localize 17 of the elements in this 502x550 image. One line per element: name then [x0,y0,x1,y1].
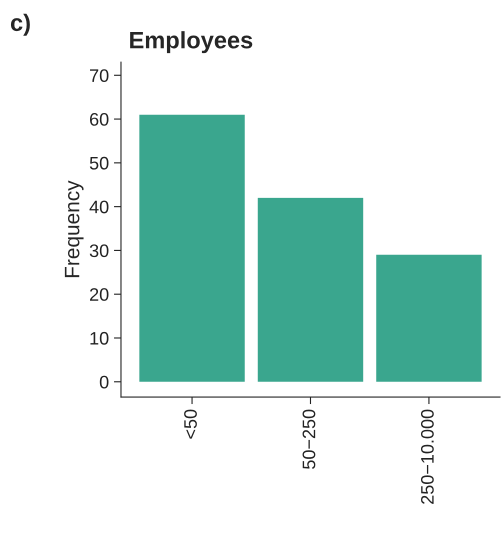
y-tick-label: 0 [100,376,108,388]
x-tick-label: <50 [184,410,197,439]
y-axis-title: Frequency [64,180,84,278]
y-tick-label: 70 [90,69,108,82]
bar [376,254,482,382]
y-tick-label: 50 [90,156,108,170]
bar [139,114,245,382]
x-tick-label: 50−250 [302,410,316,469]
text: c) [10,14,30,36]
y-tick-label: 20 [90,288,108,301]
bar [258,198,364,382]
y-tick-label: 10 [90,332,108,345]
y-tick-label: 40 [90,200,108,214]
y-tick-label: 30 [90,244,108,258]
y-tick-label: 60 [90,113,108,126]
chart-title: Employees [130,31,252,54]
x-tick-label: 250−10.000 [420,410,434,504]
